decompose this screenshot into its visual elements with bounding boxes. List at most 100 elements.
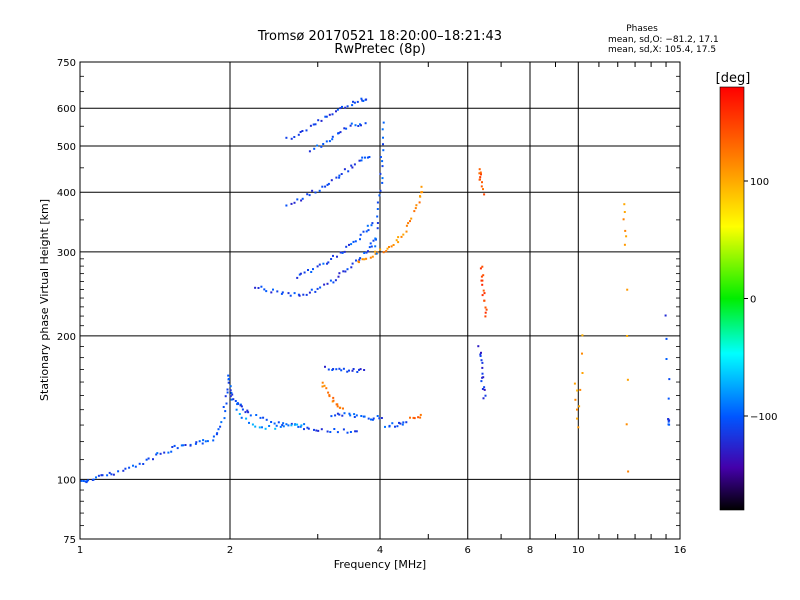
data-point	[573, 382, 576, 385]
data-point	[219, 425, 222, 428]
data-point	[309, 124, 312, 127]
data-point	[87, 479, 90, 482]
data-point	[360, 415, 363, 417]
data-point	[100, 474, 103, 477]
data-point	[101, 474, 104, 477]
data-point	[484, 311, 487, 314]
data-point	[276, 290, 279, 293]
data-point	[627, 470, 630, 473]
data-point	[381, 160, 384, 163]
colorbar-ticks: 100 0 −100	[744, 177, 777, 423]
data-point	[236, 403, 239, 406]
data-point	[335, 403, 338, 406]
data-point	[479, 178, 481, 181]
data-point	[365, 257, 368, 260]
data-point	[312, 123, 315, 126]
data-point	[382, 149, 385, 152]
data-point	[576, 389, 579, 392]
data-point	[325, 140, 328, 143]
data-point	[402, 421, 405, 424]
data-point	[257, 287, 260, 289]
data-point	[402, 233, 405, 236]
data-point	[355, 259, 357, 262]
data-point	[480, 380, 483, 383]
data-point	[320, 119, 323, 122]
data-point	[299, 425, 302, 428]
colorbar-label: [deg]	[716, 71, 751, 86]
data-point	[328, 140, 331, 143]
data-point	[290, 202, 293, 205]
data-point	[374, 237, 377, 240]
data-point	[344, 106, 347, 109]
data-point	[332, 399, 335, 402]
data-point	[247, 411, 250, 414]
data-point	[321, 185, 324, 188]
data-point	[301, 197, 304, 200]
data-point	[375, 238, 377, 241]
data-point	[229, 389, 232, 392]
data-point	[217, 428, 220, 431]
data-point	[324, 365, 326, 368]
data-point	[482, 274, 485, 277]
data-point	[264, 427, 267, 430]
data-point	[82, 480, 85, 482]
data-point	[626, 335, 629, 337]
data-point	[326, 262, 328, 265]
data-point	[194, 442, 197, 445]
data-point	[306, 426, 309, 429]
data-point	[412, 416, 415, 419]
data-point	[310, 271, 313, 273]
data-point	[395, 239, 398, 242]
data-point	[413, 417, 416, 420]
data-point	[268, 425, 271, 427]
data-point	[282, 422, 285, 425]
data-point	[481, 283, 484, 286]
data-point	[290, 137, 293, 140]
data-point	[483, 292, 486, 295]
data-point	[275, 424, 278, 427]
data-point	[376, 415, 379, 417]
data-point	[108, 471, 111, 474]
data-point	[227, 381, 230, 384]
data-point	[299, 272, 302, 275]
data-point	[576, 408, 578, 411]
data-point	[368, 246, 371, 249]
data-point	[297, 425, 300, 428]
data-point	[381, 181, 384, 184]
y-tick-label: 600	[57, 104, 76, 115]
data-point	[664, 314, 667, 317]
data-point	[398, 421, 400, 424]
data-point	[417, 416, 420, 419]
data-point	[296, 276, 299, 279]
data-point	[198, 440, 201, 443]
data-point	[350, 122, 353, 125]
data-point	[355, 414, 358, 417]
data-point	[274, 427, 277, 430]
data-point	[323, 384, 326, 387]
data-point	[147, 457, 150, 460]
data-point	[399, 422, 402, 425]
data-point	[359, 233, 362, 236]
data-point	[281, 424, 284, 427]
data-point	[413, 210, 416, 213]
data-point	[325, 115, 328, 118]
data-point	[339, 251, 342, 254]
data-point	[287, 292, 290, 295]
data-point	[293, 136, 296, 138]
data-point	[336, 412, 339, 415]
data-point	[405, 421, 408, 424]
data-point	[363, 369, 366, 371]
data-point	[358, 368, 360, 371]
data-point	[360, 124, 362, 127]
data-point	[479, 176, 482, 179]
data-point	[237, 402, 240, 405]
data-point	[167, 451, 170, 454]
data-point	[372, 239, 375, 242]
data-point	[316, 287, 319, 290]
data-point	[195, 441, 198, 444]
y-tick-label: 200	[57, 332, 76, 343]
data-point	[313, 147, 316, 150]
data-point	[379, 172, 382, 175]
data-point	[322, 262, 325, 265]
data-point	[134, 465, 137, 468]
